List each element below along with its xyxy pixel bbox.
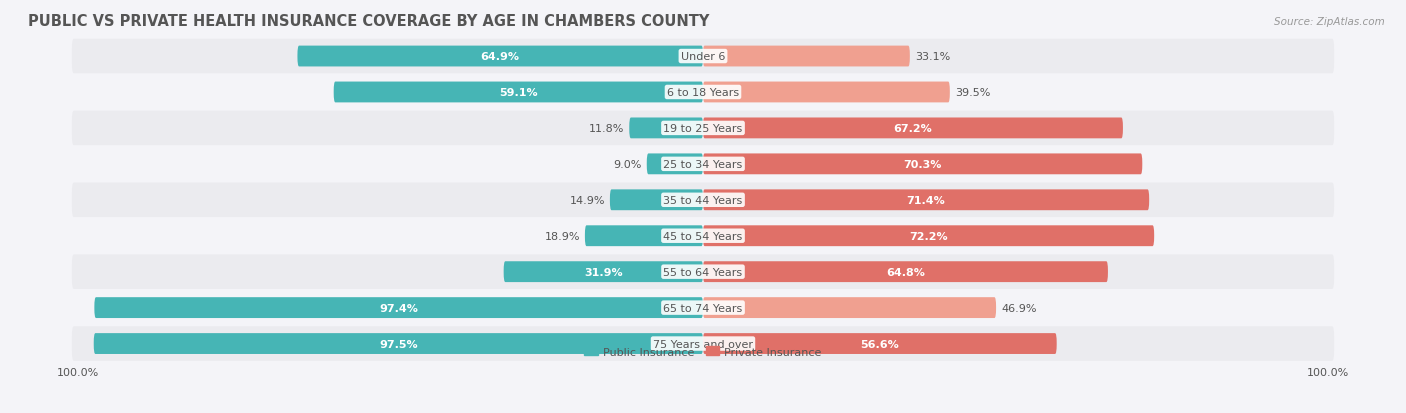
Text: 14.9%: 14.9% — [569, 195, 605, 205]
FancyBboxPatch shape — [703, 82, 950, 103]
Text: 39.5%: 39.5% — [955, 88, 990, 98]
Text: 11.8%: 11.8% — [589, 123, 624, 133]
Text: 72.2%: 72.2% — [910, 231, 948, 241]
FancyBboxPatch shape — [94, 297, 703, 318]
Text: 75 Years and over: 75 Years and over — [652, 339, 754, 349]
Text: 25 to 34 Years: 25 to 34 Years — [664, 159, 742, 169]
Legend: Public Insurance, Private Insurance: Public Insurance, Private Insurance — [579, 342, 827, 361]
Text: 64.8%: 64.8% — [886, 267, 925, 277]
FancyBboxPatch shape — [72, 255, 1334, 289]
Text: 46.9%: 46.9% — [1001, 303, 1036, 313]
Text: 19 to 25 Years: 19 to 25 Years — [664, 123, 742, 133]
Text: 35 to 44 Years: 35 to 44 Years — [664, 195, 742, 205]
FancyBboxPatch shape — [298, 47, 703, 67]
Text: 6 to 18 Years: 6 to 18 Years — [666, 88, 740, 98]
FancyBboxPatch shape — [630, 118, 703, 139]
FancyBboxPatch shape — [94, 333, 703, 354]
Text: 56.6%: 56.6% — [860, 339, 900, 349]
FancyBboxPatch shape — [703, 333, 1057, 354]
FancyBboxPatch shape — [72, 147, 1334, 182]
FancyBboxPatch shape — [333, 82, 703, 103]
FancyBboxPatch shape — [703, 190, 1149, 211]
FancyBboxPatch shape — [703, 118, 1123, 139]
Text: 64.9%: 64.9% — [481, 52, 520, 62]
Text: 97.4%: 97.4% — [380, 303, 418, 313]
Text: 33.1%: 33.1% — [915, 52, 950, 62]
Text: 67.2%: 67.2% — [894, 123, 932, 133]
Text: 55 to 64 Years: 55 to 64 Years — [664, 267, 742, 277]
FancyBboxPatch shape — [703, 226, 1154, 247]
FancyBboxPatch shape — [72, 183, 1334, 218]
FancyBboxPatch shape — [610, 190, 703, 211]
Text: 65 to 74 Years: 65 to 74 Years — [664, 303, 742, 313]
Text: 70.3%: 70.3% — [904, 159, 942, 169]
FancyBboxPatch shape — [503, 261, 703, 282]
Text: Source: ZipAtlas.com: Source: ZipAtlas.com — [1274, 17, 1385, 26]
FancyBboxPatch shape — [72, 76, 1334, 110]
Text: 18.9%: 18.9% — [544, 231, 579, 241]
FancyBboxPatch shape — [647, 154, 703, 175]
Text: 9.0%: 9.0% — [613, 159, 641, 169]
FancyBboxPatch shape — [703, 297, 995, 318]
FancyBboxPatch shape — [703, 47, 910, 67]
Text: Under 6: Under 6 — [681, 52, 725, 62]
Text: 45 to 54 Years: 45 to 54 Years — [664, 231, 742, 241]
Text: PUBLIC VS PRIVATE HEALTH INSURANCE COVERAGE BY AGE IN CHAMBERS COUNTY: PUBLIC VS PRIVATE HEALTH INSURANCE COVER… — [28, 14, 710, 29]
FancyBboxPatch shape — [585, 226, 703, 247]
FancyBboxPatch shape — [72, 40, 1334, 74]
Text: 31.9%: 31.9% — [583, 267, 623, 277]
FancyBboxPatch shape — [703, 261, 1108, 282]
FancyBboxPatch shape — [72, 112, 1334, 146]
Text: 59.1%: 59.1% — [499, 88, 537, 98]
FancyBboxPatch shape — [703, 154, 1142, 175]
Text: 71.4%: 71.4% — [907, 195, 945, 205]
FancyBboxPatch shape — [72, 219, 1334, 253]
FancyBboxPatch shape — [72, 291, 1334, 325]
FancyBboxPatch shape — [72, 327, 1334, 361]
Text: 97.5%: 97.5% — [380, 339, 418, 349]
